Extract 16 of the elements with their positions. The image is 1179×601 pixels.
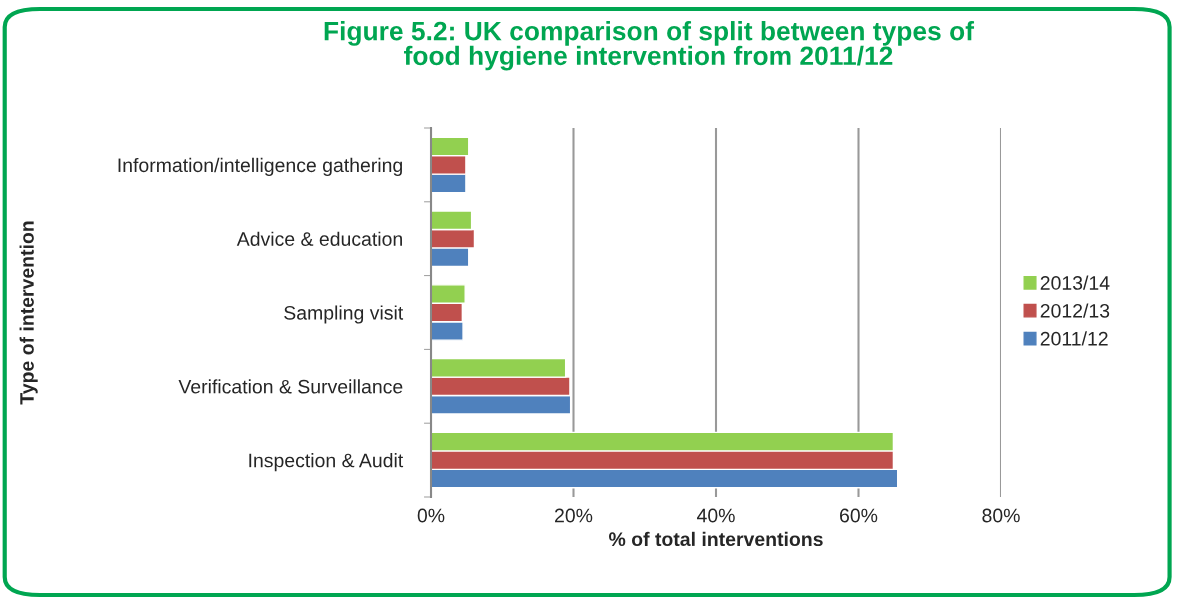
y-axis-title: Type of intervention — [19, 221, 38, 405]
y-tick-label: Sampling visit — [284, 305, 404, 324]
x-tick-label: 80% — [982, 508, 1020, 523]
y-tick-label: Advice & education — [236, 231, 402, 246]
y-tick-label: Inspection & Audit — [249, 453, 404, 472]
y-tick-label: Information/intelligence gathering — [118, 157, 402, 176]
chart-title: Figure 5.2: UK comparison of split between types of food hygiene intervention from 2011/12 — [324, 21, 975, 71]
x-tick-label: 40% — [696, 508, 735, 523]
legend-label: 2012/13 — [1040, 303, 1110, 318]
x-tick-label: 20% — [555, 508, 593, 523]
legend-label: 2011/12 — [1040, 331, 1108, 346]
x-axis-title: % of total interventions — [609, 531, 823, 547]
x-tick-label: 60% — [840, 508, 878, 523]
y-tick-label: Verification & Surveillance — [178, 379, 403, 394]
x-tick-label: 0% — [417, 508, 445, 523]
legend-label: 2013/14 — [1040, 275, 1110, 290]
